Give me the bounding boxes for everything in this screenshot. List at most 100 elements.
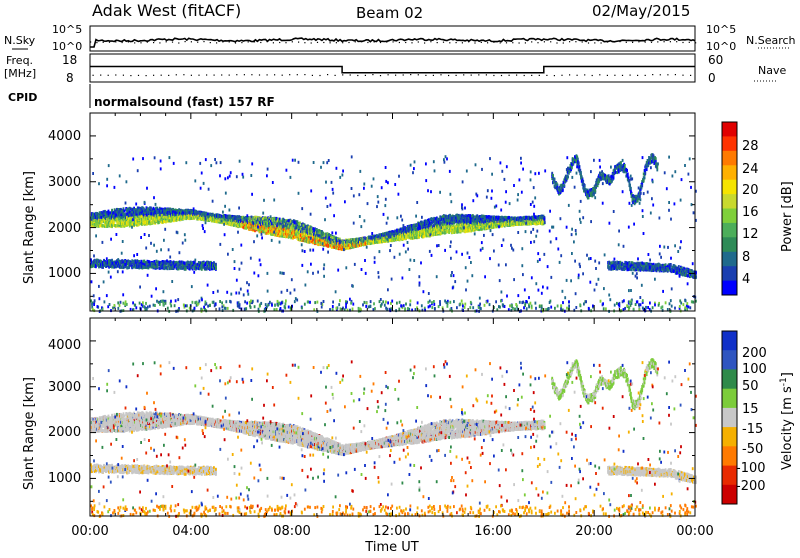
range-cell [150,210,153,214]
range-cell [115,213,118,217]
range-cell [160,207,163,211]
nave-tick-top: 60 [708,53,723,67]
noise-search-dot [266,41,268,43]
nave-dot [289,74,291,76]
range-cell [150,214,152,218]
nave-dots [92,74,692,77]
noise-search-dot [657,41,659,43]
nave-dot [228,74,230,76]
range-cell [174,208,177,212]
nave-dot [395,74,397,76]
nave-dot [576,74,578,76]
noise-search-dot [569,41,571,43]
range-cell [172,218,175,222]
nave-dot [508,74,510,76]
nave-dot [115,74,117,76]
range-cell [225,216,228,220]
range-cell [164,217,166,221]
cpid-label: CPID [8,91,37,104]
noise-search-dot [190,41,192,43]
frequency-line [90,65,695,74]
nave-label: Nave [758,64,786,77]
range-cell [232,215,235,219]
range-cell [135,221,138,225]
range-cell [232,221,235,225]
range-cell [142,218,145,221]
range-cell [150,206,152,210]
range-cell [139,212,142,216]
range-cell [180,214,183,218]
noise-search-dot [115,41,117,43]
range-cell [199,216,202,220]
noise-search-dot [134,42,136,44]
nave-dot [130,75,132,77]
noise-search-dot [676,41,678,43]
noise-right-tick-top: 10^5 [706,23,736,36]
range-cell [195,216,198,220]
noise-search-dot [178,42,180,44]
noise-search-dot [197,41,199,43]
nave-dot [591,74,593,77]
noise-search-dot [216,42,218,44]
noise-search-dot [480,41,482,43]
range-cell [102,224,105,228]
noise-search-dot [127,41,129,43]
range-cell [139,216,142,220]
noise-search-dot [575,41,577,43]
range-cell [187,209,190,213]
range-cell [157,216,160,220]
cpid-value: normalsound (fast) 157 RF [94,95,275,109]
range-cell [150,221,153,225]
noise-search-dot [493,41,495,43]
nave-dot [122,74,124,76]
range-cell [157,221,160,225]
range-cell [217,214,220,218]
noise-search-dot [247,41,249,43]
nave-dot [206,74,208,76]
noise-sky-line [90,37,696,48]
noise-search-dot [96,42,98,44]
noise-search-dots [90,41,697,44]
noise-search-dot [386,41,388,43]
nave-dot [349,74,351,76]
range-cell [142,208,145,212]
nave-dot [682,74,684,76]
range-cell [210,214,213,218]
nave-dot [674,74,676,76]
noise-search-dot [499,42,501,44]
nave-dot [614,74,616,76]
nave-dot [402,74,404,76]
range-cell [187,216,190,220]
noise-search-dot [102,41,104,43]
range-cell [157,209,160,213]
noise-search-dot [323,41,325,44]
range-cell [163,219,165,223]
range-cell [184,211,187,215]
noise-search-dot [165,41,167,43]
noise-search-dot [90,41,92,43]
noise-search-dot [430,41,432,43]
noise-search-dot [455,42,457,44]
range-cell [133,206,135,210]
range-cell [135,210,138,214]
noise-search-dot [209,42,211,44]
range-cell [172,211,175,215]
nave-dot [493,74,495,77]
range-cell [108,216,111,220]
range-cell [142,212,145,216]
range-cell [156,206,158,210]
range-cell [157,214,160,218]
noise-search-dot [411,42,413,44]
nave-dot [463,74,465,76]
nave-dot [145,75,147,77]
range-cell [139,221,142,225]
noise-search-dot [436,42,438,44]
nave-dot [183,74,185,76]
noise-search-dot [228,41,230,43]
nave-dot [629,74,631,76]
noise-search-dot [625,41,627,43]
noise-search-dot [518,42,520,44]
range-cell [187,214,190,217]
noise-search-dot [171,41,174,43]
